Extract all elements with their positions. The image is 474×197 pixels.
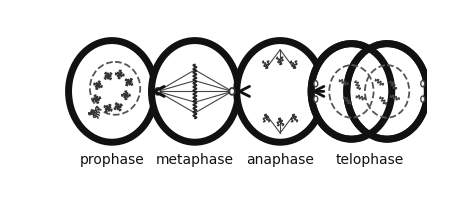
Ellipse shape: [421, 96, 425, 102]
Ellipse shape: [152, 41, 238, 142]
Text: anaphase: anaphase: [246, 153, 314, 167]
Ellipse shape: [155, 88, 160, 95]
Ellipse shape: [237, 41, 324, 142]
Ellipse shape: [69, 41, 155, 142]
Ellipse shape: [347, 44, 428, 139]
Ellipse shape: [421, 81, 425, 87]
Text: telophase: telophase: [335, 153, 403, 167]
Ellipse shape: [314, 96, 318, 102]
Ellipse shape: [229, 88, 235, 95]
Ellipse shape: [311, 44, 392, 139]
Ellipse shape: [314, 81, 318, 87]
Text: prophase: prophase: [80, 153, 144, 167]
Polygon shape: [365, 40, 373, 143]
Text: metaphase: metaphase: [156, 153, 234, 167]
